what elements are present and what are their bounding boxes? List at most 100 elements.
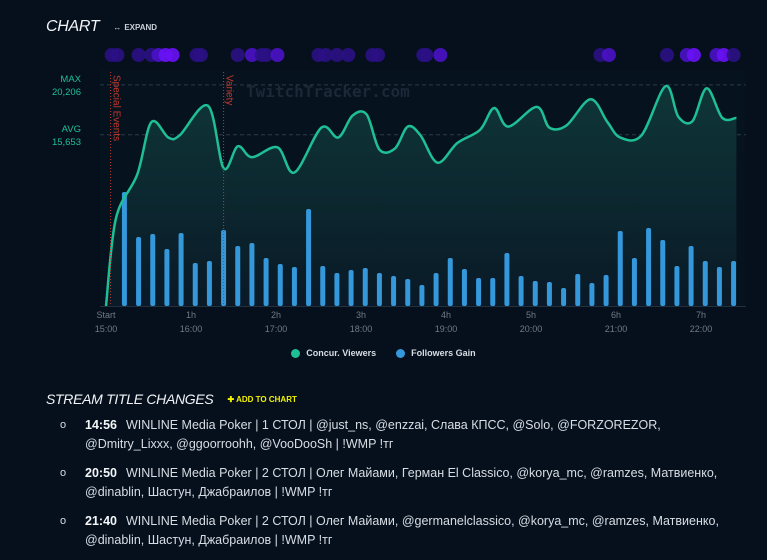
change-time: 20:50 [85,466,117,480]
event-dot[interactable] [419,48,434,62]
followers-bar [263,258,269,306]
followers-bar [688,246,694,306]
x-tick-time: 22:00 [690,324,713,334]
followers-bar [490,278,496,306]
x-tick-time: 19:00 [435,324,458,334]
followers-bar [348,270,354,306]
watermark: TwitchTracker.com [246,82,410,101]
event-dot[interactable] [318,48,333,62]
x-tick-label: Start [96,310,116,320]
event-dot[interactable] [259,48,274,62]
x-tick-label: 7h [696,310,706,320]
event-dot[interactable] [270,48,285,62]
change-text: WINLINE Media Poker | 2 СТОЛ | Олег Майа… [85,514,719,547]
event-dot[interactable] [716,48,731,62]
bullet-icon: o [60,419,67,431]
event-dot[interactable] [726,48,741,62]
max-value: 20,206 [51,87,81,98]
avg-value: 15,653 [51,137,81,148]
followers-bar [447,258,453,306]
followers-bar [206,261,212,306]
followers-bar [504,253,510,306]
followers-bar [546,282,552,306]
avg-stat: AVG 15,653 [52,123,81,149]
followers-bar [731,261,737,306]
event-dot[interactable] [660,48,674,62]
followers-bar [320,266,326,306]
event-dot[interactable] [371,48,385,62]
event-dot[interactable] [329,48,344,62]
followers-bar [603,275,609,306]
add-to-chart-button[interactable]: ✚ ADD TO CHART [227,395,296,404]
legend-label: Concur. Viewers [306,348,377,358]
followers-bar [532,281,538,306]
x-tick-label: 6h [611,310,621,320]
chart-header: CHART ↔ EXPAND [46,18,157,36]
stream-title-header: STREAM TITLE CHANGES ✚ ADD TO CHART [46,391,297,407]
event-dot[interactable] [433,48,448,62]
event-dot[interactable] [686,48,701,62]
followers-bar [646,228,652,306]
followers-bar [249,243,255,306]
x-tick-label: 5h [526,310,536,320]
followers-bar [391,276,397,306]
x-tick-time: 18:00 [350,324,373,334]
x-tick-time: 15:00 [95,324,118,334]
legend-item-viewers[interactable]: Concur. Viewers [291,348,376,358]
followers-bar [617,231,623,306]
followers-bar [306,209,312,306]
followers-bar [702,261,708,306]
add-to-chart-label: ADD TO CHART [236,394,297,404]
change-time: 21:40 [85,514,117,528]
followers-bar [178,233,184,306]
followers-bar [334,273,340,306]
max-stat: MAX 20,206 [52,73,81,99]
event-dot[interactable] [601,48,616,62]
x-tick-label: 4h [441,310,451,320]
plus-icon: ✚ [227,394,235,404]
followers-bar [631,258,637,306]
event-dot[interactable] [131,48,146,62]
viewers-dot-icon [291,348,301,358]
followers-bar [164,249,170,306]
event-dot[interactable] [165,48,180,62]
change-text: WINLINE Media Poker | 1 СТОЛ | @just_ns,… [85,418,661,451]
x-tick-label: 2h [271,310,281,320]
x-tick-label: 3h [356,310,366,320]
x-tick-time: 17:00 [265,324,288,334]
followers-bar [674,266,680,306]
avg-label: AVG [61,124,81,135]
section-title: STREAM TITLE CHANGES [46,391,214,407]
followers-bar [461,269,467,306]
event-dot[interactable] [110,48,125,62]
event-dot[interactable] [341,48,356,62]
change-text: WINLINE Media Poker | 2 СТОЛ | Олег Майа… [85,466,718,499]
x-tick-time: 16:00 [180,324,203,334]
chart-title: CHART [46,18,100,35]
list-item: o 20:50 WINLINE Media Poker | 2 СТОЛ | Оле… [60,464,750,502]
expand-button[interactable]: ↔ EXPAND [113,23,157,32]
bullet-icon: o [60,467,67,479]
bullet-icon: o [60,515,67,527]
event-dot[interactable] [193,48,208,62]
followers-bar [518,276,524,306]
followers-bar [476,278,482,306]
event-dot[interactable] [244,48,259,62]
legend-label: Followers Gain [411,348,476,358]
max-label: MAX [60,74,81,85]
title-change-list: o 14:56 WINLINE Media Poker | 1 СТОЛ | @ju… [60,416,750,560]
legend-item-followers[interactable]: Followers Gain [396,348,476,358]
followers-bar [362,268,368,306]
event-dot[interactable] [230,48,245,62]
followers-bar [121,192,127,306]
expand-label: EXPAND [124,22,158,32]
followers-bar [405,279,411,306]
x-tick-time: 20:00 [520,324,543,334]
followers-bar [589,283,595,306]
viewers-chart[interactable]: TwitchTracker.com Special Events Variety St… [0,0,767,340]
marker-label: Special Events [111,75,122,141]
followers-bar [561,288,567,306]
followers-bar [277,264,283,306]
followers-dot-icon [396,348,406,358]
marker-label: Variety [224,75,235,105]
